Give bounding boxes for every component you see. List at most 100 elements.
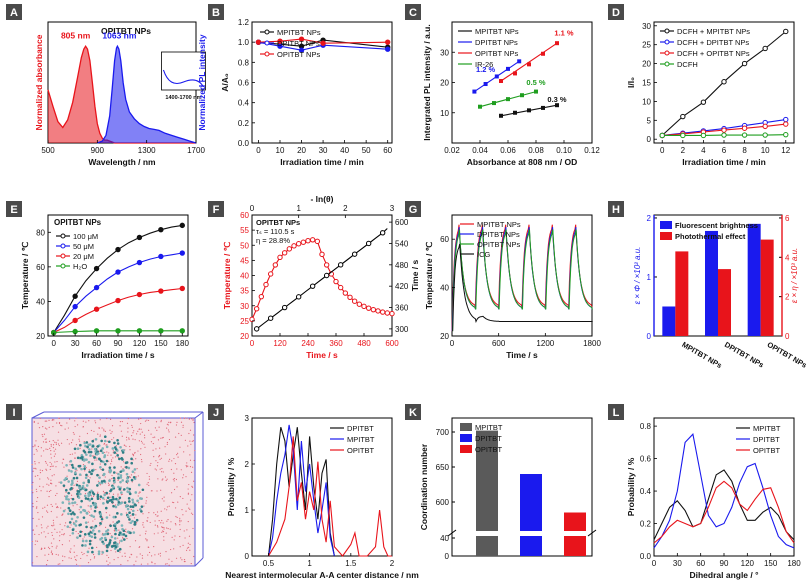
- y-axis-title: Probability / %: [226, 457, 236, 516]
- solvent-dot: [160, 522, 162, 524]
- x-tick-label: 12: [781, 146, 790, 155]
- solvent-dot: [147, 419, 150, 422]
- molecule-atom: [78, 486, 81, 490]
- solvent-dot: [69, 551, 71, 553]
- data-point: [277, 38, 283, 44]
- molecule-atom: [93, 532, 97, 536]
- x-axis-title: Irradiation time / s: [81, 350, 154, 360]
- molecule-atom: [125, 465, 128, 469]
- solvent-dot: [154, 524, 156, 526]
- solvent-dot: [154, 563, 156, 565]
- legend-swatch: [460, 434, 472, 442]
- solvent-dot: [47, 511, 49, 513]
- solvent-dot: [126, 422, 129, 424]
- molecule-atom: [102, 460, 105, 464]
- solvent-dot: [58, 417, 60, 420]
- solvent-dot: [48, 440, 51, 442]
- solvent-dot: [36, 506, 38, 508]
- y-axis-title-right: ε × η / ×10³ a.u.: [790, 248, 799, 304]
- molecule-atom: [76, 515, 79, 519]
- solvent-dot: [157, 478, 159, 480]
- solvent-dot: [50, 479, 52, 481]
- data-point: [291, 243, 297, 249]
- solvent-dot: [88, 469, 90, 471]
- solvent-dot: [176, 454, 178, 456]
- data-point: [115, 328, 121, 334]
- solvent-dot: [61, 544, 64, 546]
- molecule-atom: [80, 499, 83, 503]
- solvent-dot: [41, 470, 44, 472]
- molecule-atom: [128, 500, 131, 503]
- solvent-dot: [163, 528, 165, 530]
- solvent-dot: [190, 562, 192, 565]
- solvent-dot: [193, 555, 195, 558]
- x-tick-label: 900: [91, 146, 105, 155]
- solvent-dot: [48, 426, 50, 428]
- solvent-dot: [82, 420, 84, 422]
- solvent-dot: [32, 517, 34, 520]
- bar-MPITBT: [476, 430, 498, 556]
- molecule-atom: [85, 539, 88, 543]
- solvent-dot: [166, 441, 168, 444]
- legend-swatch: [660, 232, 672, 240]
- molecule-atom: [131, 509, 135, 513]
- y-tick-label: 30: [240, 302, 249, 311]
- molecule-atom: [74, 524, 78, 527]
- solvent-dot: [52, 522, 55, 524]
- data-point: [721, 79, 727, 85]
- solvent-dot: [133, 517, 136, 519]
- molecule-atom: [96, 484, 99, 487]
- solvent-dot: [87, 505, 89, 507]
- x-tick-label: 60: [696, 559, 705, 568]
- solvent-dot: [141, 554, 143, 557]
- molecule-atom: [114, 532, 117, 536]
- solvent-dot: [192, 466, 194, 468]
- solvent-dot: [39, 478, 41, 480]
- solvent-dot: [179, 446, 181, 448]
- solvent-dot: [179, 519, 181, 521]
- x-tick-label: 0: [256, 146, 261, 155]
- molecule-atom: [81, 544, 84, 547]
- solvent-dot: [75, 559, 77, 561]
- solvent-dot: [120, 494, 123, 496]
- solvent-dot: [61, 462, 63, 464]
- bar-DPITBT: [520, 474, 542, 556]
- y2-tick-label: 300: [395, 325, 409, 334]
- solvent-dot: [192, 418, 194, 420]
- molecule-atom: [88, 539, 92, 543]
- molecule-atom: [136, 499, 139, 503]
- molecule-atom: [120, 501, 123, 504]
- fit-line-OPITBT NPs: [500, 42, 558, 82]
- molecule-atom: [83, 533, 87, 536]
- solvent-dot: [45, 510, 48, 512]
- molecule-atom: [83, 464, 87, 468]
- solvent-dot: [119, 421, 122, 423]
- solvent-dot: [101, 521, 103, 523]
- molecule-atom: [118, 496, 122, 500]
- molecule-atom: [110, 545, 114, 548]
- solvent-dot: [169, 422, 172, 424]
- solvent-dot: [74, 425, 76, 428]
- solvent-dot: [136, 468, 138, 470]
- solvent-dot: [47, 448, 49, 451]
- y-tick-label: 0: [647, 332, 652, 341]
- molecule-atom: [76, 536, 79, 539]
- solvent-dot: [155, 460, 157, 462]
- solvent-dot: [176, 516, 178, 519]
- solvent-dot: [48, 419, 50, 421]
- solvent-dot: [70, 548, 72, 550]
- solvent-dot: [161, 531, 163, 533]
- solvent-dot: [130, 509, 132, 511]
- solvent-dot: [102, 490, 105, 492]
- solvent-dot: [185, 510, 187, 512]
- axis-break-mark: [587, 529, 597, 537]
- solvent-dot: [154, 554, 156, 556]
- solvent-dot: [69, 550, 71, 552]
- area-line-PL: [97, 44, 197, 144]
- solvent-dot: [50, 450, 52, 452]
- solvent-dot: [124, 530, 127, 533]
- molecule-atom: [96, 473, 99, 477]
- data-point: [379, 230, 386, 236]
- x-tick-label: 0.10: [556, 146, 572, 155]
- y-tick-label: 20: [642, 60, 651, 69]
